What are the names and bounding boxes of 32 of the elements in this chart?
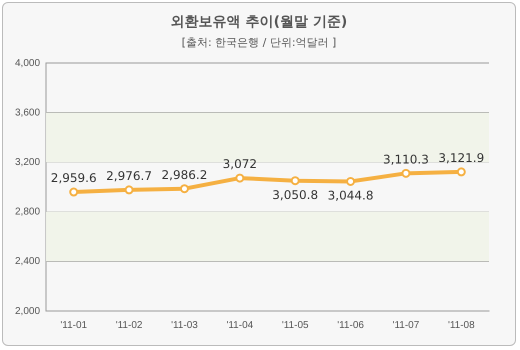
x-tick-label: '11-02	[116, 320, 143, 331]
data-label: 3,044.8	[328, 188, 374, 203]
data-label: 3,110.3	[383, 152, 429, 166]
point	[235, 174, 244, 183]
data-label: 3,050.8	[272, 188, 318, 202]
point	[180, 184, 189, 194]
y-tick-label: 2,400	[14, 256, 40, 268]
point	[69, 188, 78, 197]
chart-title: 외환보유액 추이(월말 기준)	[170, 13, 348, 31]
x-tick-label: '11-03	[171, 320, 198, 331]
point	[456, 167, 466, 176]
y-tick-label: 3,600	[14, 107, 40, 118]
point	[290, 176, 300, 186]
data-label: 2,976.7	[106, 169, 152, 184]
y-tick-label: 2,800	[14, 206, 40, 218]
x-tick-label: '11-01	[60, 320, 88, 331]
data-label: 3,072	[222, 157, 258, 172]
y-tick-label: 4,000	[14, 58, 40, 69]
x-tick-label: '11-05	[282, 320, 310, 331]
x-tick-label: '11-04	[226, 320, 254, 331]
point	[124, 185, 134, 194]
data-label: 2,959.6	[50, 171, 97, 186]
x-tick-label: '11-07	[392, 320, 420, 331]
chart-subtitle: [출처: 한국은행 / 단위:억달러 ]	[180, 35, 338, 50]
x-tick-label: '11-08	[448, 320, 476, 331]
data-label: 2,986.2	[162, 168, 208, 182]
data-label: 3,121.9	[438, 151, 484, 166]
y-tick-label: 2,000	[14, 306, 40, 317]
x-tick-label: '11-06	[337, 320, 364, 331]
point	[401, 168, 410, 178]
point	[346, 176, 356, 186]
y-tick-label: 3,200	[14, 156, 40, 168]
